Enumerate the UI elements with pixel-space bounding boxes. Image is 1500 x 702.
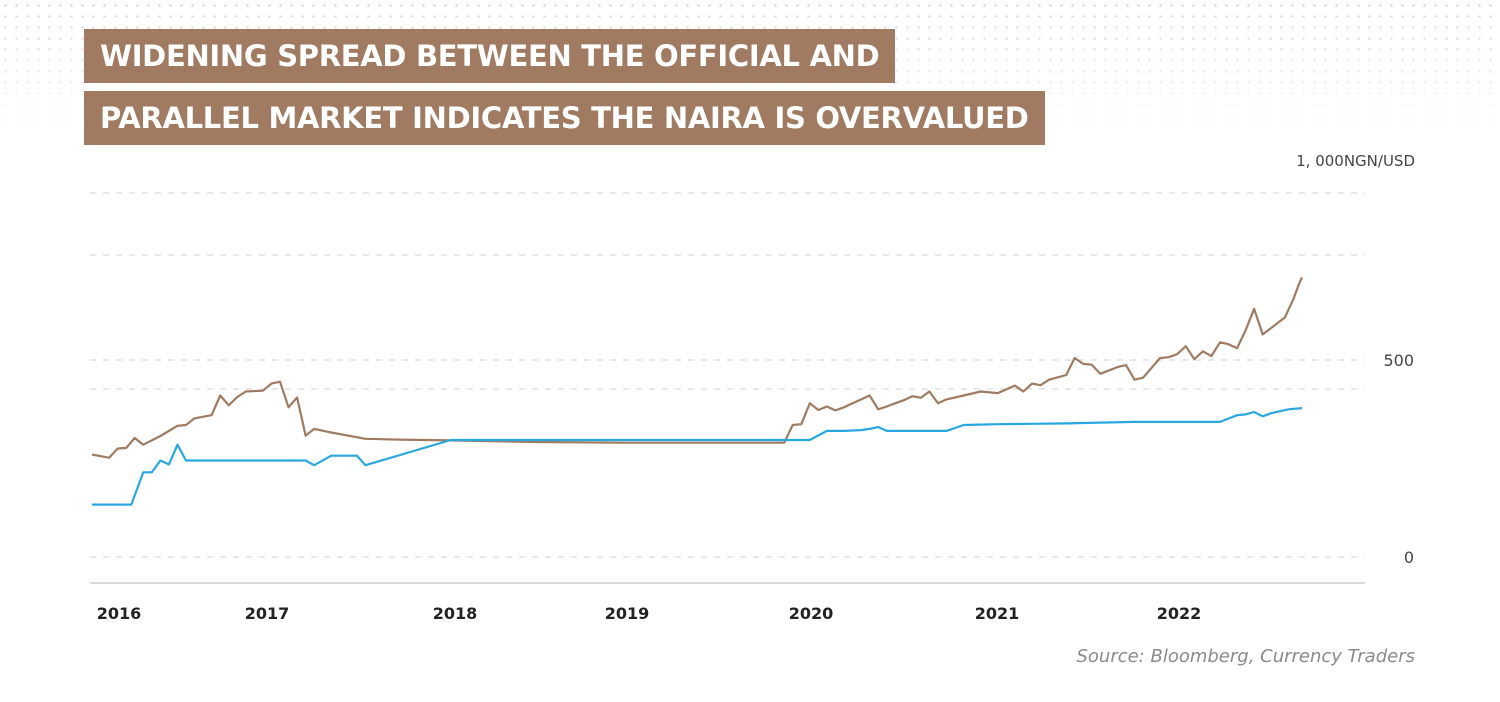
grid-lines bbox=[90, 192, 1365, 558]
x-tick-label: 2017 bbox=[245, 604, 290, 623]
x-tick-label: 2019 bbox=[605, 604, 650, 623]
x-axis-ticks: 2016 2017 2018 2019 2020 2021 2022 bbox=[97, 604, 1202, 623]
x-tick-label: 2020 bbox=[789, 604, 834, 623]
line-chart: 0 500 2016 2017 2018 2019 2020 2021 2022 bbox=[90, 192, 1414, 623]
y-axis-unit-label: 1, 000NGN/USD bbox=[1296, 152, 1415, 170]
x-tick-label: 2022 bbox=[1157, 604, 1202, 623]
chart-title-line-1: WIDENING SPREAD BETWEEN THE OFFICIAL AND bbox=[84, 29, 896, 83]
y-axis-ticks: 0 500 bbox=[1383, 351, 1414, 567]
x-tick-label: 2016 bbox=[97, 604, 142, 623]
x-tick-label: 2018 bbox=[433, 604, 478, 623]
series-lines bbox=[91, 276, 1304, 506]
y-tick-label: 0 bbox=[1404, 548, 1414, 567]
x-tick-label: 2021 bbox=[975, 604, 1020, 623]
official-rate-line bbox=[92, 407, 1303, 506]
source-note: Source: Bloomberg, Currency Traders bbox=[1076, 646, 1415, 667]
y-tick-label: 500 bbox=[1383, 351, 1414, 370]
chart-title-line-2: PARALLEL MARKET INDICATES THE NAIRA IS O… bbox=[84, 91, 1045, 145]
parallel-rate-line bbox=[91, 276, 1304, 459]
